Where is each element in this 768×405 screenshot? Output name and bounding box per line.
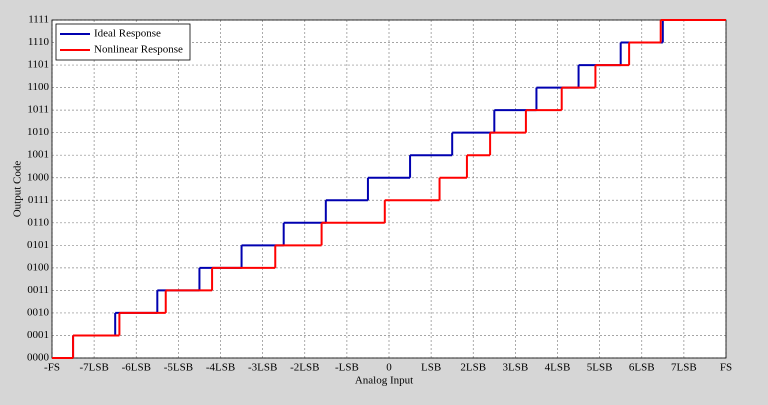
x-tick-label: -5LSB bbox=[164, 362, 193, 374]
x-axis-label: Analog Input bbox=[355, 375, 413, 387]
x-tick-label: 5LSB bbox=[587, 362, 613, 374]
y-tick-label: 1010 bbox=[27, 126, 50, 138]
x-tick-label: -LSB bbox=[335, 362, 359, 374]
y-tick-label: 1110 bbox=[28, 36, 50, 48]
x-tick-label: 0 bbox=[386, 362, 392, 374]
y-axis-label: Output Code bbox=[12, 161, 24, 218]
y-tick-label: 0000 bbox=[27, 352, 50, 364]
y-tick-label: 1000 bbox=[27, 171, 50, 183]
legend-label: Ideal Response bbox=[94, 28, 161, 40]
y-tick-label: 1101 bbox=[27, 59, 49, 71]
y-tick-label: 0011 bbox=[27, 284, 49, 296]
x-tick-label: -7LSB bbox=[79, 362, 108, 374]
x-tick-label: 2LSB bbox=[460, 362, 486, 374]
y-tick-label: 1111 bbox=[28, 14, 49, 26]
x-tick-label: LSB bbox=[421, 362, 441, 374]
x-tick-label: -4LSB bbox=[206, 362, 235, 374]
x-tick-label: 3LSB bbox=[503, 362, 529, 374]
x-tick-label: -6LSB bbox=[122, 362, 151, 374]
y-tick-label: 0101 bbox=[27, 239, 49, 251]
plot-frame bbox=[51, 19, 727, 359]
y-tick-label: 0001 bbox=[27, 329, 49, 341]
legend-label: Nonlinear Response bbox=[94, 44, 183, 56]
x-tick-label: 6LSB bbox=[629, 362, 655, 374]
y-tick-label: 1100 bbox=[27, 81, 49, 93]
y-tick-label: 0111 bbox=[28, 194, 49, 206]
x-tick-label: -2LSB bbox=[290, 362, 319, 374]
y-tick-label: 1011 bbox=[27, 104, 49, 116]
y-tick-label: 1001 bbox=[27, 149, 49, 161]
legend-box bbox=[55, 23, 191, 61]
x-tick-label: -3LSB bbox=[248, 362, 277, 374]
x-tick-label: 4LSB bbox=[545, 362, 571, 374]
x-tick-label: -FS bbox=[44, 362, 60, 374]
y-tick-label: 0010 bbox=[27, 306, 50, 318]
x-tick-label: FS bbox=[720, 362, 732, 374]
x-tick-label: 7LSB bbox=[671, 362, 697, 374]
y-tick-label: 0110 bbox=[27, 216, 49, 228]
y-tick-label: 0100 bbox=[27, 261, 50, 273]
